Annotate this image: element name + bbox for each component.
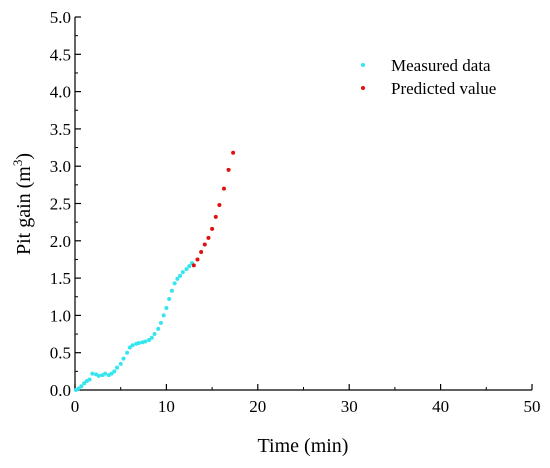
measured-data-point — [90, 371, 95, 376]
x-tick-label: 40 — [432, 397, 449, 416]
y-axis-title: Pit gain (m3) — [10, 153, 35, 255]
measured-data-point — [118, 361, 123, 366]
measured-data-point — [130, 343, 135, 348]
predicted-value-point — [210, 226, 215, 231]
measured-data-point — [164, 305, 169, 310]
series-predicted-value — [191, 150, 236, 268]
predicted-value-point — [202, 242, 207, 247]
x-tick-label: 10 — [158, 397, 175, 416]
measured-data-point — [79, 384, 84, 389]
measured-data-point — [149, 335, 154, 340]
x-axis: 0 10 20 30 40 50 — [71, 384, 541, 416]
x-tick-label: 20 — [249, 397, 266, 416]
y-tick-label: 1.5 — [50, 269, 71, 288]
measured-data-point — [147, 338, 152, 343]
measured-data-point — [76, 386, 81, 391]
y-tick-label: 3.0 — [50, 157, 71, 176]
measured-data-point — [187, 264, 192, 269]
y-tick-label: 1.0 — [50, 306, 71, 325]
x-tick-label: 50 — [524, 397, 541, 416]
measured-data-point — [82, 381, 87, 386]
measured-data-point — [136, 341, 141, 346]
legend: Measured data Predicted value — [361, 56, 496, 98]
legend-marker-predicted — [361, 86, 365, 90]
legend-marker-measured — [361, 63, 365, 67]
measured-data-point — [169, 288, 174, 293]
y-tick-label: 4.5 — [50, 45, 71, 64]
measured-data-point — [125, 350, 130, 355]
predicted-value-point — [191, 263, 196, 268]
measured-data-point — [167, 296, 172, 301]
y-axis-title-close: ) — [13, 153, 35, 160]
y-tick-label: 5.0 — [50, 8, 71, 27]
measured-data-point — [156, 326, 161, 331]
y-axis: 0.0 0.5 1.0 1.5 2.0 2.5 3.0 3.5 4.0 4.5 5.0 — [50, 8, 81, 400]
predicted-value-point — [206, 235, 211, 240]
legend-label-predicted: Predicted value — [391, 79, 496, 98]
measured-data-point — [115, 365, 120, 370]
predicted-value-point — [195, 257, 200, 262]
y-tick-label: 0.5 — [50, 344, 71, 363]
predicted-value-point — [217, 202, 222, 207]
predicted-value-point — [213, 214, 218, 219]
y-tick-label: 0.0 — [50, 381, 71, 400]
y-axis-title-superscript: 3 — [10, 160, 25, 167]
x-tick-label: 30 — [341, 397, 358, 416]
measured-data-point — [180, 270, 185, 275]
measured-data-point — [96, 373, 101, 378]
y-axis-title-main: Pit gain (m — [13, 166, 35, 255]
measured-data-point — [175, 276, 180, 281]
y-tick-label: 2.0 — [50, 232, 71, 251]
measured-data-point — [152, 332, 157, 337]
legend-item-measured: Measured data — [361, 56, 491, 75]
x-tick-label: 0 — [71, 397, 80, 416]
y-tick-label: 4.0 — [50, 83, 71, 102]
measured-data-point — [172, 281, 177, 286]
y-tick-label: 3.5 — [50, 120, 71, 139]
x-axis-title: Time (min) — [258, 435, 349, 457]
measured-data-point — [127, 345, 132, 350]
predicted-value-point — [199, 249, 204, 254]
legend-label-measured: Measured data — [391, 56, 491, 75]
predicted-value-point — [226, 167, 231, 172]
measured-data-point — [143, 339, 148, 344]
measured-data-point — [158, 320, 163, 325]
measured-data-point — [121, 356, 126, 361]
measured-data-point — [109, 371, 114, 376]
legend-item-predicted: Predicted value — [361, 79, 496, 98]
data-points — [73, 150, 236, 392]
measured-data-point — [178, 273, 183, 278]
measured-data-point — [112, 369, 117, 374]
measured-data-point — [103, 371, 108, 376]
predicted-value-point — [231, 150, 236, 155]
y-tick-label: 2.5 — [50, 195, 71, 214]
measured-data-point — [87, 377, 92, 382]
measured-data-point — [161, 313, 166, 318]
series-measured-data — [73, 261, 194, 392]
measured-data-point — [184, 267, 189, 272]
predicted-value-point — [221, 186, 226, 191]
